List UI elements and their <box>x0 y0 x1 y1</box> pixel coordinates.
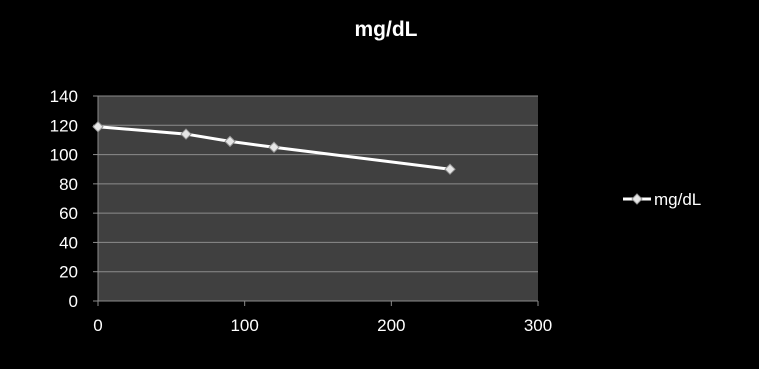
x-tick-label-200: 200 <box>377 316 405 335</box>
y-axis-tick-labels: 0 20 40 60 80 100 120 140 <box>50 87 78 311</box>
x-tick-label-100: 100 <box>230 316 258 335</box>
data-point-0-1 <box>180 128 192 140</box>
y-tick-label-120: 120 <box>50 116 78 135</box>
plot-area <box>98 96 538 301</box>
gridlines <box>98 95 538 273</box>
legend-diamond-marker <box>631 193 643 205</box>
series-group <box>92 121 456 175</box>
y-tick-label-60: 60 <box>59 204 78 223</box>
y-tick-label-20: 20 <box>59 263 78 282</box>
x-tick-label-0: 0 <box>93 316 102 335</box>
legend-label: mg/dL <box>654 190 701 209</box>
data-point-0-3 <box>268 141 280 153</box>
data-point-0-2 <box>224 135 236 148</box>
y-tick-label-100: 100 <box>50 146 78 165</box>
chart-title: mg/dL <box>355 18 418 41</box>
x-axis-tick-labels: 0 100 200 300 <box>93 316 552 335</box>
y-tick-label-0: 0 <box>69 292 78 311</box>
y-tick-label-140: 140 <box>50 87 78 106</box>
legend: mg/dL <box>623 190 701 209</box>
y-tick-label-40: 40 <box>59 233 78 252</box>
data-point-0-0 <box>92 121 104 133</box>
data-point-0-4 <box>444 163 456 175</box>
x-tick-label-300: 300 <box>524 316 552 335</box>
y-tick-label-80: 80 <box>59 175 78 194</box>
